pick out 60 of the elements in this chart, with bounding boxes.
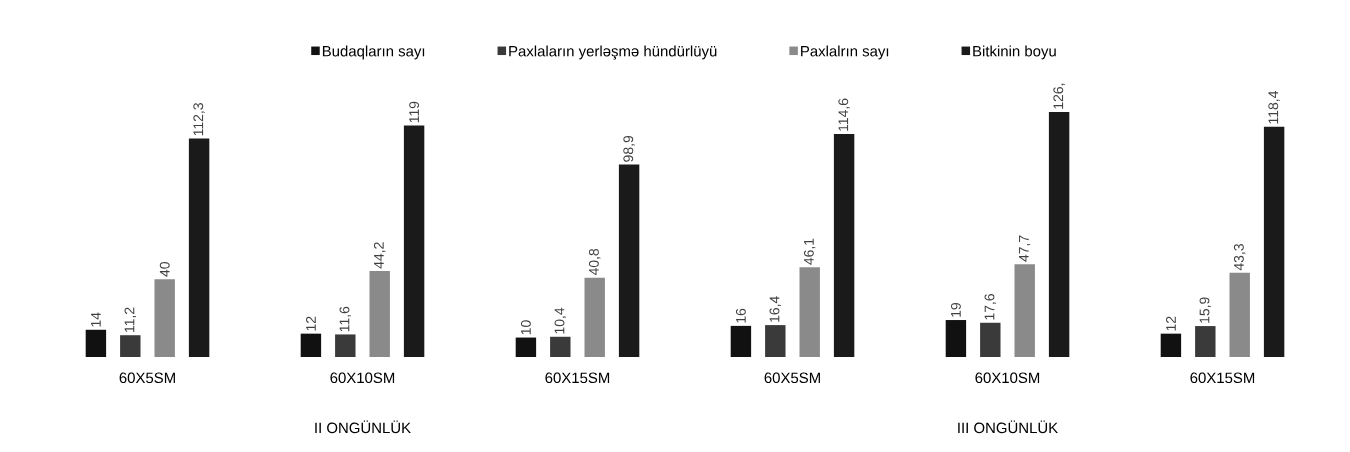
data-label: 44,2 <box>373 242 386 269</box>
data-label: 11,2 <box>124 307 137 332</box>
data-label: 17,6 <box>984 294 997 320</box>
bar <box>1195 326 1216 357</box>
bar <box>550 336 571 357</box>
bar <box>369 271 390 357</box>
data-label: 119 <box>409 101 420 123</box>
bar <box>300 333 322 357</box>
legend-label: Paxlalrın sayı <box>801 45 889 60</box>
data-label: 16 <box>735 308 746 323</box>
data-label: 16,4 <box>769 296 782 322</box>
bar <box>1160 333 1182 357</box>
data-label: 14 <box>91 312 101 327</box>
data-label: 19 <box>950 302 961 317</box>
bar <box>515 337 537 357</box>
bar <box>154 279 175 357</box>
text: III ONGÜNLÜK <box>958 420 1058 434</box>
data-label: 114,6 <box>838 98 850 131</box>
data-label: 40,8 <box>588 248 601 276</box>
legend-label: Paxlaların yerləşmə hündürlüyü <box>509 45 717 60</box>
bar <box>335 334 356 357</box>
bar <box>1014 264 1035 357</box>
bar <box>85 329 107 357</box>
data-label: 10,4 <box>554 307 567 334</box>
x-tick-label: 60X15SM <box>545 372 610 384</box>
legend-label: Budaqların sayı <box>322 45 425 60</box>
bar <box>730 325 752 357</box>
data-label: 12 <box>306 316 316 331</box>
bar <box>618 164 640 357</box>
bar <box>799 267 820 357</box>
data-label: 126, <box>1053 83 1065 109</box>
data-label: 12 <box>1166 316 1176 331</box>
bar <box>765 325 786 357</box>
data-label: 43,3 <box>1233 244 1246 271</box>
bar <box>584 277 605 357</box>
data-label: 15,9 <box>1199 297 1212 323</box>
x-tick-label: 60X10SM <box>330 372 395 384</box>
data-label: 10 <box>520 320 531 335</box>
data-label: 118,4 <box>1268 91 1280 124</box>
x-tick-label: 60X5SM <box>119 372 175 384</box>
bar <box>1048 111 1070 357</box>
bar <box>188 138 210 357</box>
x-tick-label: 60X5SM <box>764 372 820 384</box>
x-tick-label: 60X10SM <box>975 372 1040 384</box>
data-label: 47,7 <box>1019 235 1031 262</box>
data-label: 11,6 <box>339 306 352 332</box>
bar <box>833 134 855 357</box>
bar <box>120 335 141 357</box>
legend-label: Bitkinin boyu <box>973 45 1056 60</box>
bar <box>945 320 967 357</box>
bar <box>403 125 425 357</box>
data-label: 46,1 <box>803 238 816 265</box>
data-label: 40 <box>159 262 170 277</box>
text: II ONGÜNLÜK <box>315 420 411 434</box>
bar <box>1263 126 1285 357</box>
bar <box>980 322 1001 357</box>
x-tick-label: 60X15SM <box>1190 372 1255 384</box>
data-label: 98,9 <box>623 135 635 162</box>
bar <box>1229 272 1250 357</box>
data-label: 112,3 <box>193 103 205 136</box>
